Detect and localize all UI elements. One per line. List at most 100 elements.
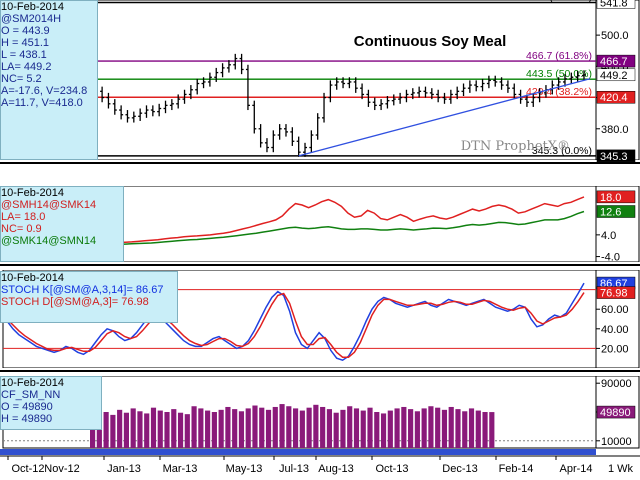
price-bar (309, 130, 314, 153)
price-bar (296, 136, 301, 157)
price-bar (467, 80, 472, 93)
price-bar (245, 64, 250, 111)
price-bar (334, 77, 339, 90)
volume-bar (353, 408, 360, 448)
watermark: DTN ProphetX® (461, 139, 570, 154)
chart-title: Continuous Soy Meal (354, 33, 507, 50)
price-bar (372, 97, 377, 111)
series-line (6, 282, 585, 362)
price-bar (379, 99, 384, 111)
x-tick-label: Jan-13 (107, 463, 141, 475)
x-tick-label: May-13 (226, 463, 263, 475)
price-bar (125, 110, 130, 123)
price-bar (524, 94, 529, 107)
fib-level-label: 541.8 (100.0%) (520, 0, 592, 3)
price-bar (144, 105, 149, 118)
price-bar (531, 92, 536, 107)
volume-bar (374, 412, 380, 448)
price-tick-label: 500.0 (601, 30, 629, 42)
price-bar (277, 124, 282, 140)
price-bar (341, 77, 346, 89)
price-bar (455, 86, 460, 100)
x-tick-label: Apr-14 (559, 463, 592, 475)
price-tick-label: 380.0 (601, 124, 629, 136)
price-info-low: L = 438.1 (1, 49, 47, 61)
price-bar (157, 103, 162, 117)
volume-tag-box (596, 405, 636, 419)
volume-bar (367, 407, 373, 448)
volume-bar (103, 412, 109, 448)
support-trendline (298, 78, 591, 157)
price-bar (328, 80, 333, 103)
fib-level-label: 420.4 (38.2%) (526, 86, 592, 98)
volume-bar (198, 408, 204, 448)
price-bar (582, 70, 586, 81)
price-bar (119, 105, 124, 120)
price-tag-label: 449.2 (600, 70, 628, 82)
price-tag-box (596, 54, 636, 68)
price-bar (226, 60, 231, 73)
volume-bar (171, 409, 177, 448)
volume-info-panel: 10-Feb-2014 CF_SM_NN O = 49890 H = 49890 (0, 376, 102, 430)
price-bar (398, 92, 403, 104)
volume-bar (428, 406, 434, 448)
price-bar (290, 127, 295, 146)
price-bar (423, 86, 428, 98)
volume-tick-label: 90000 (601, 378, 632, 390)
price-tag-box (596, 68, 636, 82)
spread-info-panel: 10-Feb-2014 @SMH14@SMK14 LA= 18.0 NC= 0.… (0, 186, 124, 262)
volume-bar (387, 410, 393, 448)
price-bar (448, 89, 453, 104)
price-bar (112, 99, 117, 115)
price-bar (474, 80, 479, 92)
price-bar (391, 94, 396, 106)
volume-bar (394, 408, 400, 448)
price-bar (404, 89, 409, 103)
volume-bar (279, 404, 285, 448)
price-tag-label: 466.7 (600, 56, 628, 68)
price-bar (347, 77, 352, 89)
spread-info-date: 10-Feb-2014 (1, 187, 64, 199)
volume-bar (225, 406, 231, 448)
price-bar (100, 86, 105, 103)
price-bar (562, 74, 567, 87)
x-tick-label: Dec-13 (442, 463, 477, 475)
pane1-tag-box (596, 205, 636, 218)
volume-bar (441, 409, 448, 448)
volume-bar (191, 406, 197, 448)
fib-level-label: 443.5 (50.0%) (526, 68, 592, 80)
price-bar (195, 78, 200, 95)
price-bar (575, 71, 580, 82)
volume-bar (110, 414, 116, 448)
pane2-tag-label: 76.98 (600, 288, 628, 300)
x-tick-label: Oct-13 (375, 463, 408, 475)
price-bar (207, 72, 212, 87)
volume-bar (137, 411, 143, 448)
price-bar (271, 130, 276, 153)
spread-info-last: LA= 18.0 (1, 211, 46, 223)
pane2-tag-box (596, 286, 636, 299)
price-bar (353, 77, 358, 93)
price-bar (322, 92, 327, 123)
price-tag-label: 420.4 (600, 92, 628, 104)
price-bar (201, 77, 206, 89)
price-bar (233, 53, 238, 70)
volume-bar (205, 410, 211, 448)
fib-level-label: 466.7 (61.8%) (526, 50, 592, 62)
volume-bar (320, 406, 326, 448)
price-bar (499, 77, 504, 90)
volume-bar (313, 404, 319, 448)
volume-bar (211, 412, 217, 448)
price-tag-box (596, 90, 636, 104)
volume-bar (435, 407, 441, 448)
pane2-tick-label: 20.00 (601, 343, 629, 355)
volume-bar (90, 414, 96, 448)
volume-bar (265, 409, 272, 448)
price-bar (258, 124, 263, 148)
volume-bar (272, 406, 278, 448)
volume-bar (360, 410, 366, 448)
price-bar (220, 63, 225, 78)
volume-bar (482, 412, 488, 448)
price-bar (366, 89, 371, 107)
volume-bar (184, 414, 190, 448)
